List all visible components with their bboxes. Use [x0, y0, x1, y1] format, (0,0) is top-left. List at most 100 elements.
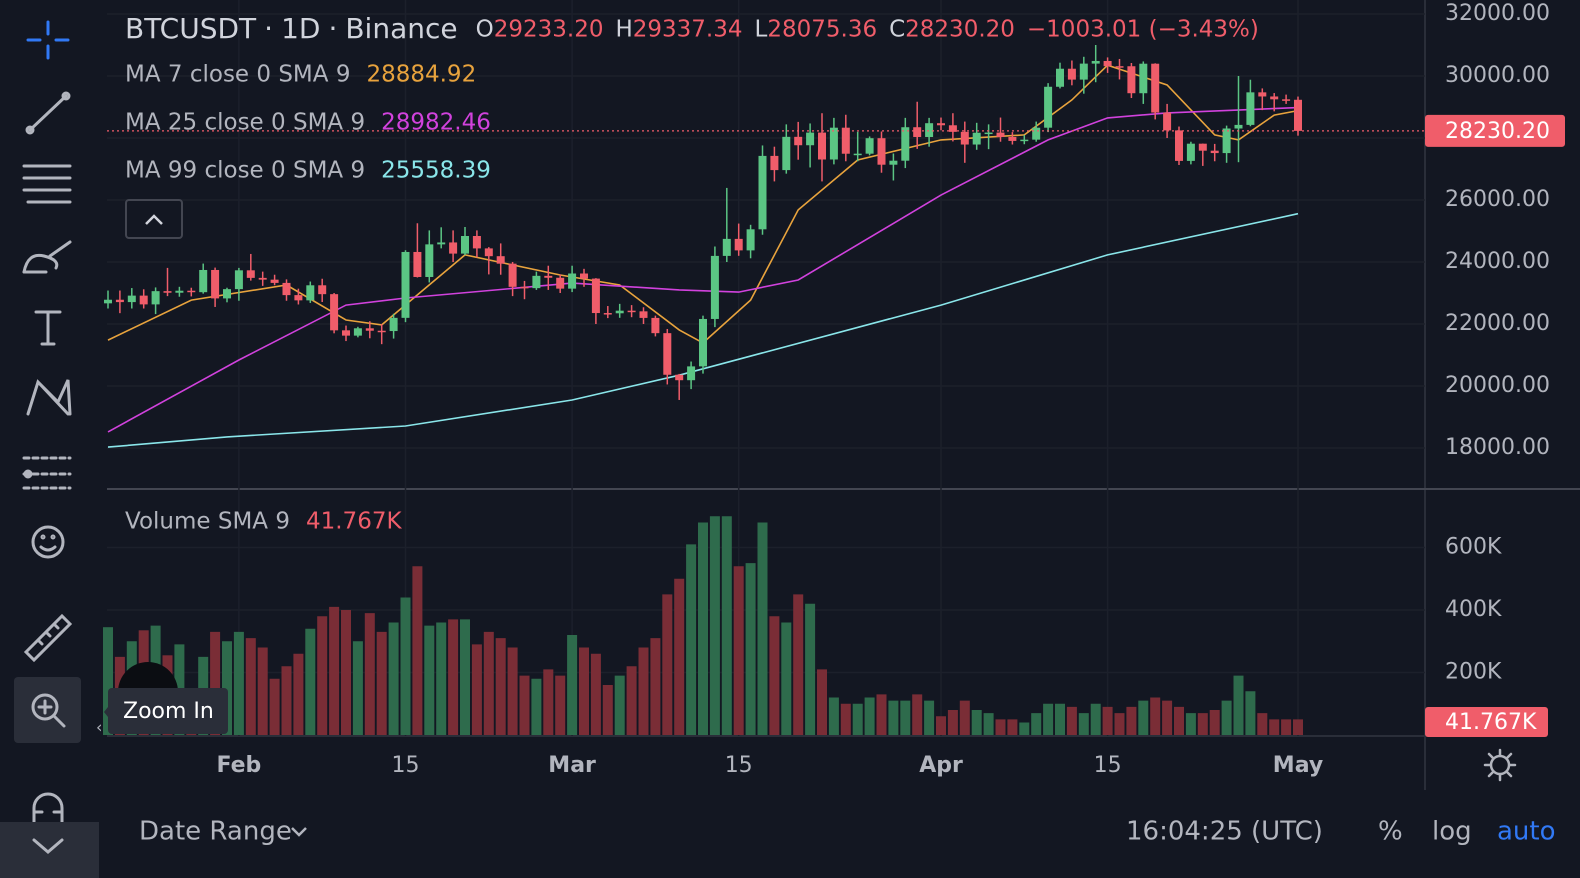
- volume-bar: [936, 716, 946, 735]
- interval: 1D: [281, 12, 320, 45]
- volume-bar: [233, 631, 244, 735]
- tooltip-text: Zoom In: [123, 699, 214, 724]
- volume-bar: [1031, 713, 1042, 735]
- fib-tool[interactable]: [22, 164, 72, 204]
- pattern-tool[interactable]: [26, 379, 72, 416]
- candle-body: [1139, 63, 1148, 94]
- ohlc-key: O: [476, 17, 494, 43]
- ohlc-value: 28075.36: [767, 17, 877, 43]
- auto-toggle[interactable]: auto: [1497, 817, 1556, 847]
- separator: ·: [264, 12, 273, 45]
- candle-body: [330, 294, 339, 331]
- date-range-button[interactable]: Date Range: [139, 817, 292, 847]
- candle-body: [603, 313, 612, 315]
- icon-tool[interactable]: [31, 525, 65, 559]
- line-tool[interactable]: [25, 91, 71, 135]
- volume-bar: [329, 606, 340, 735]
- prediction-tool[interactable]: [22, 456, 72, 490]
- settings-button[interactable]: [1483, 748, 1517, 782]
- plot: [103, 45, 1425, 735]
- volume-bar: [900, 700, 911, 735]
- indicator-name: Volume SMA 9: [125, 509, 290, 535]
- magnet-tool[interactable]: [32, 792, 64, 824]
- candle-body: [901, 127, 910, 161]
- volume-bar: [745, 563, 756, 735]
- candle-body: [687, 366, 696, 381]
- candle-body: [282, 282, 291, 296]
- percent-toggle[interactable]: %: [1378, 817, 1403, 847]
- crosshair-tool[interactable]: [26, 20, 70, 60]
- brush-tool[interactable]: [22, 240, 72, 274]
- volume-bar: [1126, 706, 1137, 735]
- candle-body: [1032, 127, 1041, 140]
- candle-body: [449, 242, 458, 254]
- volume-bar: [805, 603, 816, 735]
- volume-bar: [281, 666, 292, 735]
- volume-bar: [674, 578, 685, 735]
- candle-body: [508, 263, 517, 287]
- indicator-value: 41.767K: [306, 509, 402, 535]
- candle-body: [151, 291, 160, 305]
- x-tick-label: 15: [725, 753, 753, 778]
- candle-body: [1246, 92, 1255, 125]
- candle-body: [1151, 63, 1160, 113]
- candle-body: [925, 123, 934, 137]
- zoom-button[interactable]: [14, 677, 81, 743]
- candle-body: [223, 289, 231, 299]
- volume-bar: [995, 719, 1006, 735]
- candle-body: [163, 291, 172, 293]
- volume-bar: [817, 669, 827, 735]
- candle-body: [841, 127, 850, 154]
- candle-body: [234, 270, 243, 290]
- legend-toggle-icon: [145, 214, 163, 225]
- volume-bar: [448, 619, 459, 735]
- candle-body: [211, 269, 220, 299]
- candle-body: [972, 132, 981, 145]
- volume-bar: [769, 616, 780, 735]
- zoom-icon: [31, 693, 66, 728]
- volume-sma-label: 41.767K: [1445, 710, 1537, 735]
- candle-body: [413, 251, 422, 277]
- candle-body: [294, 295, 303, 301]
- volume-bar: [1043, 703, 1054, 735]
- candle-body: [246, 270, 255, 278]
- volume-bar: [864, 697, 875, 735]
- x-tick-label: 15: [1094, 753, 1122, 778]
- volume-bar: [888, 700, 899, 735]
- y-tick-label: 20000.00: [1445, 373, 1550, 398]
- volume-bar: [531, 678, 542, 735]
- candle-body: [829, 127, 838, 160]
- y-tick-label: 18000.00: [1445, 435, 1550, 460]
- clock: 16:04:25 (UTC): [1126, 817, 1323, 847]
- candle-body: [377, 330, 386, 333]
- volume-bar: [424, 625, 435, 735]
- volume-bar: [579, 647, 589, 735]
- log-toggle[interactable]: log: [1432, 817, 1472, 847]
- candle-body: [865, 138, 874, 154]
- volume-bar: [686, 544, 697, 735]
- candle-body: [461, 236, 469, 254]
- ohlc-value: 29337.34: [633, 17, 743, 43]
- volume-bar: [507, 647, 518, 735]
- candle-body: [1186, 143, 1195, 161]
- candle-body: [104, 299, 112, 304]
- volume-bar: [638, 647, 649, 735]
- candle-body: [532, 275, 541, 289]
- volume-bar: [626, 666, 637, 735]
- volume-bar: [602, 685, 613, 735]
- volume-bar: [698, 522, 708, 735]
- candle-body: [699, 318, 707, 367]
- ruler-tool[interactable]: [23, 613, 73, 663]
- tooltip: [108, 688, 228, 734]
- candle-body: [437, 242, 446, 245]
- candle-body: [1175, 130, 1183, 161]
- volume-bar: [1233, 675, 1244, 735]
- ma-line: [107, 64, 1299, 344]
- candle-body: [1008, 136, 1017, 141]
- volume-bar: [222, 641, 232, 735]
- separator: ·: [328, 12, 337, 45]
- volume-bar: [1281, 719, 1292, 735]
- legend-toggle[interactable]: [125, 199, 183, 239]
- text-tool[interactable]: [34, 310, 62, 346]
